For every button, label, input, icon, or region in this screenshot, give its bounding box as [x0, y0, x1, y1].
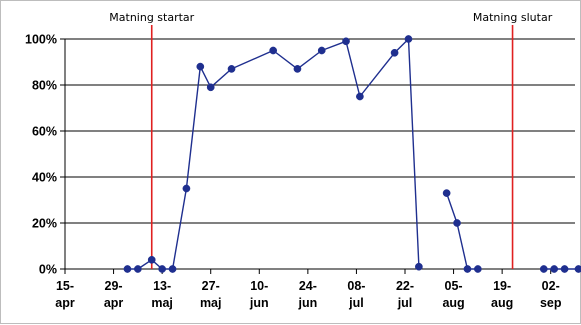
x-tick-label-day: 05-	[445, 279, 463, 293]
x-tick-label-month: jul	[348, 296, 364, 310]
data-point	[158, 265, 166, 273]
data-point	[356, 92, 364, 101]
data-point	[574, 265, 581, 273]
series-line	[127, 38, 420, 270]
data-point	[123, 265, 132, 273]
data-point	[196, 62, 205, 71]
x-tick-label-day: 13-	[153, 279, 171, 293]
marker-label: Matning startar	[109, 11, 194, 24]
x-tick-label-month: sep	[540, 296, 562, 310]
x-tick-label-month: jul	[397, 296, 413, 310]
data-point	[293, 65, 302, 73]
data-point	[168, 265, 177, 273]
data-point	[539, 265, 548, 273]
y-tick-label: 0%	[39, 263, 57, 277]
series-line	[445, 192, 478, 270]
data-point	[269, 46, 278, 55]
x-tick-label-day: 27-	[202, 279, 220, 293]
data-point	[390, 48, 399, 57]
x-tick-label-month: aug	[442, 296, 464, 310]
data-point	[342, 37, 350, 46]
x-tick-label-month: jun	[297, 296, 317, 310]
data-point	[474, 265, 482, 273]
x-tick-label-day: 02-	[542, 279, 560, 293]
x-tick-label-day: 10-	[250, 279, 268, 293]
x-tick-label-day: 24-	[299, 279, 317, 293]
y-tick-label: 40%	[32, 171, 57, 185]
x-tick-label-day: 19-	[493, 279, 511, 293]
data-point	[147, 255, 156, 264]
y-tick-label: 80%	[32, 79, 57, 93]
data-point	[560, 265, 569, 273]
data-point	[182, 184, 191, 193]
x-tick-label-month: aug	[491, 296, 513, 310]
x-tick-label-month: maj	[151, 296, 173, 310]
data-point	[206, 83, 215, 92]
x-tick-label-month: maj	[200, 296, 222, 310]
x-tick-label-day: 29-	[105, 279, 123, 293]
y-tick-label: 20%	[32, 217, 57, 231]
data-point	[317, 46, 326, 55]
data-point	[404, 35, 413, 43]
marker-label: Matning slutar	[473, 11, 553, 24]
data-point	[550, 265, 559, 273]
data-point	[415, 262, 423, 271]
x-tick-label-month: jun	[249, 296, 269, 310]
data-point	[463, 265, 472, 273]
x-tick-label-month: apr	[104, 296, 124, 310]
y-tick-label: 60%	[32, 125, 57, 139]
data-point	[134, 265, 142, 273]
y-tick-label: 100%	[25, 33, 57, 47]
x-tick-label-day: 22-	[396, 279, 414, 293]
x-tick-label-month: apr	[55, 296, 75, 310]
x-tick-label-day: 15-	[56, 279, 74, 293]
x-tick-label-day: 08-	[347, 279, 365, 293]
data-point	[227, 65, 236, 73]
data-point	[442, 189, 451, 197]
data-point	[453, 219, 461, 227]
